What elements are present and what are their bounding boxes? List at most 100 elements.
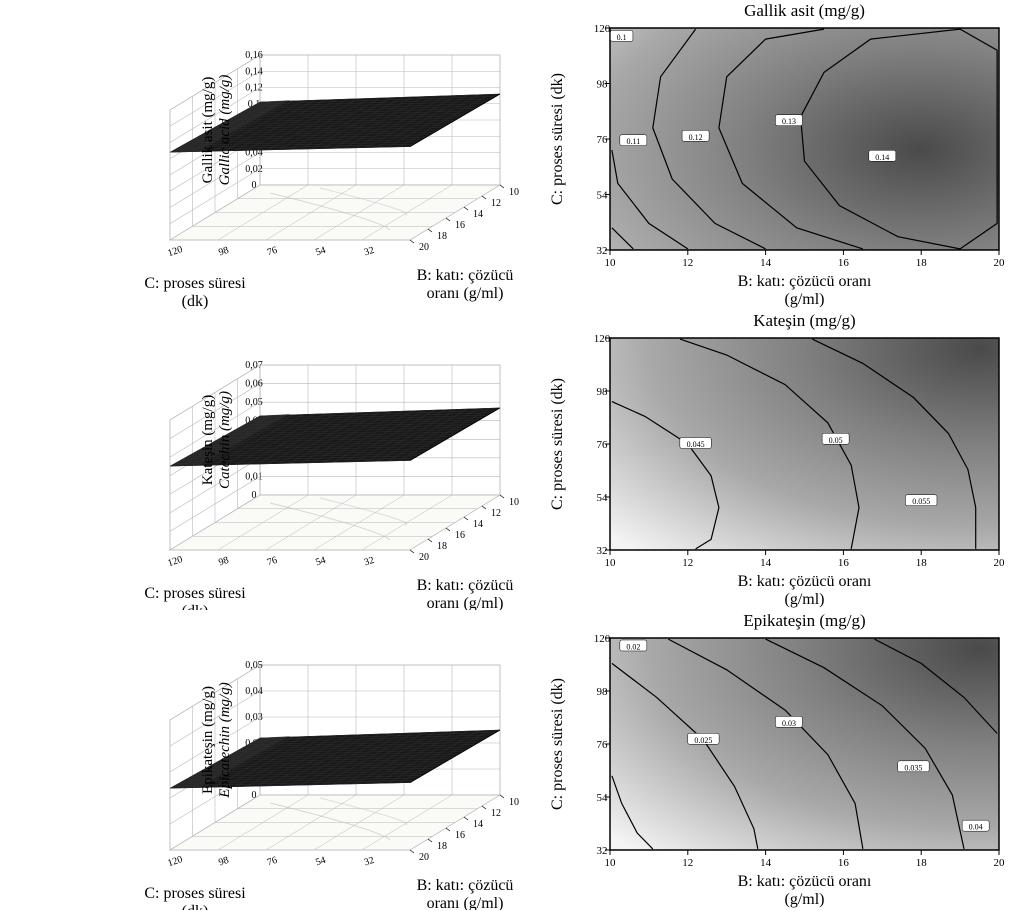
svg-text:Kateşin (mg/g): Kateşin (mg/g) <box>753 311 855 330</box>
svg-text:B: katı: çözücü oranı: B: katı: çözücü oranı <box>738 573 872 590</box>
svg-text:B: katı: çözücü: B: katı: çözücü <box>417 877 514 894</box>
svg-text:14: 14 <box>473 819 483 830</box>
svg-text:14: 14 <box>760 857 772 869</box>
svg-text:Catechin (mg/g): Catechin (mg/g) <box>217 391 233 489</box>
svg-text:0.035: 0.035 <box>904 763 922 772</box>
svg-text:0.04: 0.04 <box>969 823 983 832</box>
chart-grid: 00,020,040,060,080,10,120,140,1610121416… <box>0 0 1024 911</box>
svg-text:B: katı: çözücü: B: katı: çözücü <box>417 577 514 594</box>
svg-text:14: 14 <box>473 519 483 530</box>
svg-text:0.14: 0.14 <box>875 153 889 162</box>
svg-text:98: 98 <box>217 555 230 569</box>
svg-text:18: 18 <box>916 257 928 269</box>
svg-text:20: 20 <box>419 242 429 253</box>
svg-text:120: 120 <box>594 333 611 345</box>
svg-text:18: 18 <box>437 541 447 552</box>
surface3d-epicatechin: 00,010,020,030,040,051012141618203254769… <box>0 610 520 910</box>
svg-text:0.02: 0.02 <box>626 642 640 651</box>
svg-text:32: 32 <box>363 555 376 569</box>
svg-text:(g/ml): (g/ml) <box>785 591 825 608</box>
svg-text:54: 54 <box>597 190 609 202</box>
cell-3d-epicatechin: 00,010,020,030,040,051012141618203254769… <box>0 610 520 910</box>
svg-text:C: proses süresi (dk): C: proses süresi (dk) <box>549 678 566 810</box>
cell-contour-catechin: Kateşin (mg/g) 0.045 0.05 0.055 10 12 14 16 18 20… <box>520 310 1024 610</box>
svg-text:32: 32 <box>363 245 376 259</box>
svg-text:0.025: 0.025 <box>694 736 712 745</box>
svg-text:120: 120 <box>166 854 184 869</box>
svg-text:16: 16 <box>455 220 465 231</box>
svg-text:20: 20 <box>994 857 1006 869</box>
svg-text:16: 16 <box>838 557 850 569</box>
svg-text:0.055: 0.055 <box>912 497 930 506</box>
svg-text:120: 120 <box>594 633 611 645</box>
contour-catechin: Kateşin (mg/g) 0.045 0.05 0.055 10 12 14 16 18 20… <box>520 310 1024 610</box>
svg-text:14: 14 <box>760 257 772 269</box>
cell-3d-gallic: 00,020,040,060,080,10,120,140,1610121416… <box>0 0 520 310</box>
svg-text:Epicatechin (mg/g): Epicatechin (mg/g) <box>217 682 233 798</box>
svg-text:16: 16 <box>838 857 850 869</box>
svg-text:12: 12 <box>682 857 693 869</box>
svg-text:12: 12 <box>682 557 693 569</box>
svg-text:10: 10 <box>509 497 519 508</box>
svg-text:Epikateşin (mg/g): Epikateşin (mg/g) <box>743 611 865 630</box>
svg-text:76: 76 <box>597 134 609 146</box>
svg-text:12: 12 <box>682 257 693 269</box>
svg-text:12: 12 <box>491 808 501 819</box>
svg-text:B: katı: çözücü oranı: B: katı: çözücü oranı <box>738 873 872 890</box>
svg-text:B: katı: çözücü: B: katı: çözücü <box>417 267 514 284</box>
svg-text:54: 54 <box>314 245 327 259</box>
svg-text:0.12: 0.12 <box>689 133 703 142</box>
svg-text:54: 54 <box>597 492 609 504</box>
svg-text:10: 10 <box>605 257 617 269</box>
svg-text:76: 76 <box>266 555 279 569</box>
svg-text:C: proses süresi: C: proses süresi <box>144 275 246 292</box>
svg-text:14: 14 <box>760 557 772 569</box>
svg-text:98: 98 <box>217 855 230 869</box>
svg-text:14: 14 <box>473 209 483 220</box>
svg-text:32: 32 <box>363 855 376 869</box>
svg-text:76: 76 <box>597 739 609 751</box>
svg-text:98: 98 <box>597 686 609 698</box>
svg-text:12: 12 <box>491 198 501 209</box>
svg-text:10: 10 <box>605 857 617 869</box>
svg-text:C: proses süresi: C: proses süresi <box>144 585 246 602</box>
svg-text:0.05: 0.05 <box>829 436 843 445</box>
svg-text:20: 20 <box>994 557 1006 569</box>
svg-text:10: 10 <box>605 557 617 569</box>
surface3d-gallic: 00,020,040,060,080,10,120,140,1610121416… <box>0 0 520 310</box>
svg-text:16: 16 <box>455 830 465 841</box>
cell-contour-gallic: Gallik asit (mg/g)0.140.130.120.110.1101… <box>520 0 1024 310</box>
svg-text:(g/ml): (g/ml) <box>785 891 825 908</box>
svg-text:Gallic acid (mg/g): Gallic acid (mg/g) <box>217 75 233 186</box>
surface3d-catechin: 00,010,020,030,040,050,060,0710121416182… <box>0 310 520 610</box>
svg-text:20: 20 <box>994 257 1006 269</box>
svg-text:oranı (g/ml): oranı (g/ml) <box>427 895 504 910</box>
svg-text:C: proses süresi: C: proses süresi <box>144 885 246 902</box>
svg-text:32: 32 <box>597 245 608 257</box>
cell-contour-epicatechin: Epikateşin (mg/g)0.020.0250.030.0350.041… <box>520 610 1024 910</box>
svg-text:120: 120 <box>594 23 611 35</box>
svg-text:16: 16 <box>455 530 465 541</box>
svg-text:(g/ml): (g/ml) <box>785 291 825 308</box>
svg-text:32: 32 <box>597 545 608 557</box>
svg-text:oranı (g/ml): oranı (g/ml) <box>427 595 504 610</box>
svg-text:20: 20 <box>419 552 429 563</box>
svg-text:18: 18 <box>916 557 928 569</box>
svg-text:10: 10 <box>509 187 519 198</box>
svg-text:0.045: 0.045 <box>687 440 705 449</box>
cell-3d-catechin: 00,010,020,030,040,050,060,0710121416182… <box>0 310 520 610</box>
svg-text:54: 54 <box>314 555 327 569</box>
svg-text:B: katı: çözücü oranı: B: katı: çözücü oranı <box>738 273 872 290</box>
svg-text:20: 20 <box>419 852 429 863</box>
svg-text:oranı (g/ml): oranı (g/ml) <box>427 285 504 302</box>
svg-text:16: 16 <box>838 257 850 269</box>
svg-text:54: 54 <box>314 855 327 869</box>
svg-text:76: 76 <box>266 855 279 869</box>
svg-text:32: 32 <box>597 845 608 857</box>
svg-text:76: 76 <box>597 439 609 451</box>
svg-text:54: 54 <box>597 792 609 804</box>
svg-text:Gallik asit (mg/g): Gallik asit (mg/g) <box>200 77 216 184</box>
svg-text:98: 98 <box>217 245 230 259</box>
svg-text:Gallik asit (mg/g): Gallik asit (mg/g) <box>744 1 865 20</box>
svg-text:98: 98 <box>597 79 609 91</box>
